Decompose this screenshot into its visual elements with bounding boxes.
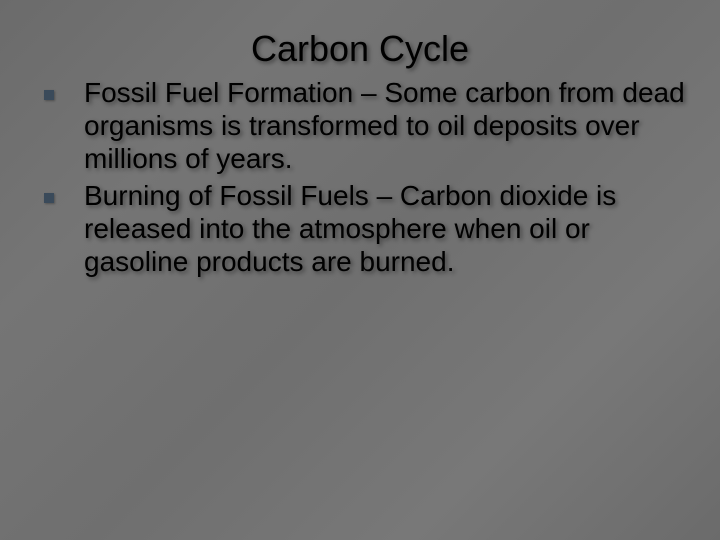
square-bullet-icon [44, 193, 54, 203]
bullet-text: Burning of Fossil Fuels – Carbon dioxide… [84, 179, 690, 278]
slide-container: Carbon Cycle Fossil Fuel Formation – Som… [0, 0, 720, 540]
list-item: Burning of Fossil Fuels – Carbon dioxide… [44, 179, 690, 278]
list-item: Fossil Fuel Formation – Some carbon from… [44, 76, 690, 175]
slide-title: Carbon Cycle [30, 28, 690, 70]
bullet-list: Fossil Fuel Formation – Some carbon from… [30, 76, 690, 278]
square-bullet-icon [44, 90, 54, 100]
bullet-text: Fossil Fuel Formation – Some carbon from… [84, 76, 690, 175]
